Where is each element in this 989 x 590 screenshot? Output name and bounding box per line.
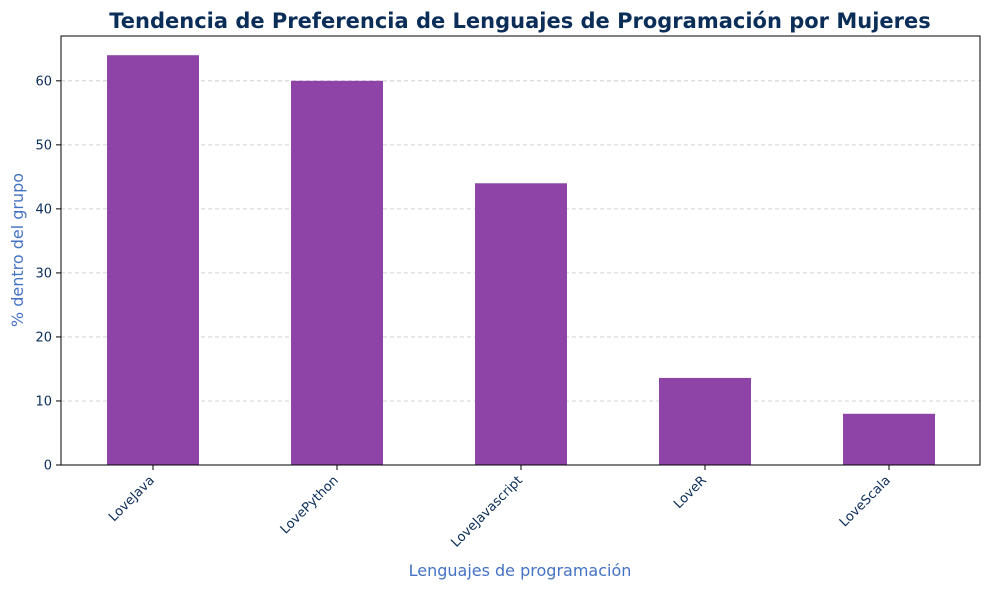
y-tick-label: 60 — [35, 74, 52, 89]
x-tick-label: LoveScala — [837, 473, 894, 530]
y-axis-ticks: 0 10 20 30 40 50 60 — [35, 74, 61, 474]
y-tick-label: 30 — [35, 266, 52, 281]
bar — [475, 183, 567, 465]
y-tick-label: 20 — [35, 330, 52, 345]
x-axis-label: Lenguajes de programación — [409, 561, 632, 580]
x-tick-label: LoveJava — [106, 473, 158, 525]
bar — [843, 413, 935, 465]
bar — [291, 80, 383, 465]
y-tick-label: 40 — [35, 202, 52, 217]
y-tick-label: 0 — [44, 459, 52, 474]
bar — [659, 377, 751, 465]
bars — [107, 55, 935, 465]
y-tick-label: 50 — [35, 138, 52, 153]
x-axis-ticks: LoveJava LovePython LoveJavascript LoveR Lov… — [106, 465, 894, 551]
x-tick-label: LovePython — [278, 473, 342, 537]
y-tick-label: 10 — [35, 394, 52, 409]
gridlines — [61, 80, 980, 402]
bar — [107, 55, 199, 465]
x-tick-label: LoveR — [671, 473, 710, 512]
y-axis-label: % dentro del grupo — [8, 173, 27, 327]
x-tick-label: LoveJavascript — [448, 473, 525, 550]
chart-title: Tendencia de Preferencia de Lenguajes de… — [109, 9, 931, 33]
